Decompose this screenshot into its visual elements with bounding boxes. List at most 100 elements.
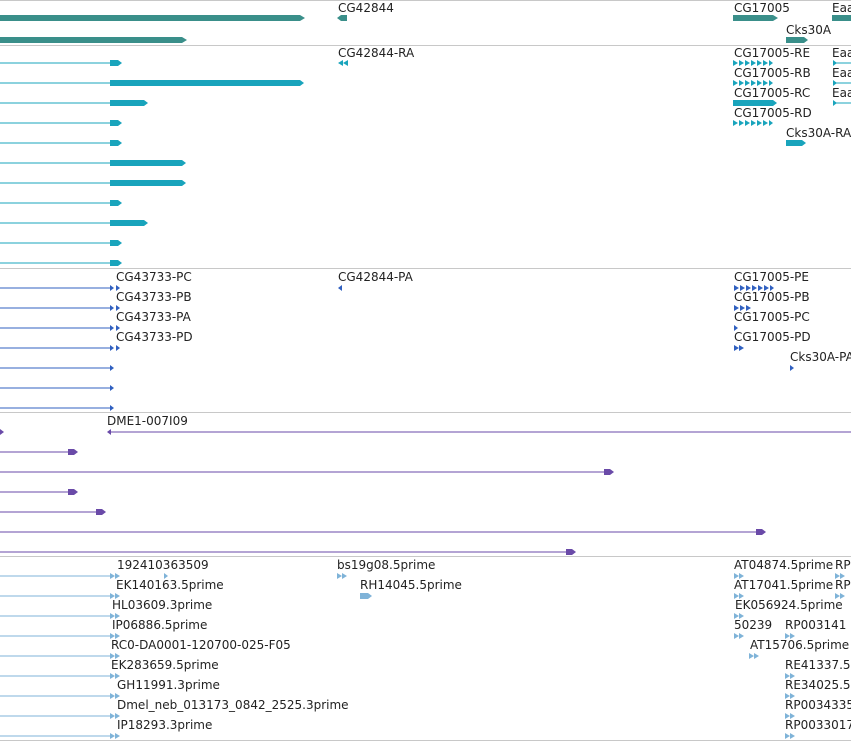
transcript-exon[interactable]: [733, 80, 738, 86]
est-feature[interactable]: [115, 713, 120, 719]
bac-arrow[interactable]: [102, 509, 106, 515]
est-feature[interactable]: [790, 693, 795, 699]
transcript-exon[interactable]: [763, 80, 768, 86]
est-feature[interactable]: [110, 693, 115, 699]
est-feature[interactable]: [115, 593, 120, 599]
gene-feature-eaat[interactable]: [832, 15, 851, 21]
transcript-exon[interactable]: [110, 80, 300, 86]
est-feature[interactable]: [110, 653, 115, 659]
transcript-track[interactable]: [0, 60, 851, 266]
transcript-arrow[interactable]: [118, 240, 122, 246]
est-feature[interactable]: [739, 613, 744, 619]
transcript-exon[interactable]: [733, 60, 738, 66]
est-feature[interactable]: [754, 653, 759, 659]
protein-feature[interactable]: [758, 285, 763, 291]
est-feature[interactable]: [785, 733, 790, 739]
transcript-exon[interactable]: [757, 60, 762, 66]
transcript-exon[interactable]: [733, 120, 738, 126]
est-feature[interactable]: [115, 673, 120, 679]
est-feature[interactable]: [115, 613, 120, 619]
protein-arrow[interactable]: [770, 285, 774, 291]
est-feature[interactable]: [110, 633, 115, 639]
transcript-exon[interactable]: [110, 120, 118, 126]
bac-arrow[interactable]: [107, 429, 111, 435]
protein-arrow[interactable]: [116, 305, 120, 311]
protein-feature[interactable]: [734, 345, 739, 351]
transcript-exon[interactable]: [757, 80, 762, 86]
transcript-exon[interactable]: [745, 80, 750, 86]
protein-feature[interactable]: [764, 285, 769, 291]
gene-feature-arrow[interactable]: [773, 15, 778, 21]
transcript-arrow[interactable]: [769, 80, 773, 86]
est-label[interactable]: EK283659.5prime: [111, 658, 219, 672]
protein-arrow[interactable]: [110, 365, 114, 371]
transcript-arrow[interactable]: [144, 100, 148, 106]
protein-arrow[interactable]: [110, 285, 114, 291]
protein-label[interactable]: CG17005-PC: [734, 310, 810, 324]
gene-feature-arrow[interactable]: [804, 37, 808, 43]
protein-arrow[interactable]: [110, 305, 114, 311]
transcript-exon[interactable]: [745, 120, 750, 126]
est-label[interactable]: Dmel_neb_013173_0842_2525.3prime: [117, 698, 349, 712]
est-label[interactable]: 192410363509: [117, 558, 209, 572]
est-feature[interactable]: [110, 593, 115, 599]
est-label[interactable]: HL03609.3prime: [112, 598, 212, 612]
transcript-exon[interactable]: [751, 60, 756, 66]
est-feature[interactable]: [790, 713, 795, 719]
gene-feature-cg42844[interactable]: [337, 15, 347, 21]
protein-label[interactable]: CG43733-PB: [116, 290, 192, 304]
est-feature[interactable]: [785, 713, 790, 719]
protein-label[interactable]: Cks30A-PA: [790, 350, 851, 364]
est-feature[interactable]: [110, 613, 115, 619]
protein-feature[interactable]: [734, 285, 739, 291]
est-feature[interactable]: [790, 673, 795, 679]
transcript-arrow[interactable]: [118, 200, 122, 206]
protein-label[interactable]: CG43733-PA: [116, 310, 192, 324]
bac-end[interactable]: [566, 549, 572, 555]
transcript-exon[interactable]: [110, 240, 118, 246]
transcript-label[interactable]: CG17005-RC: [734, 86, 810, 100]
est-label[interactable]: 50239: [734, 618, 772, 632]
est-label[interactable]: EK140163.5prime: [116, 578, 224, 592]
transcript-label[interactable]: CG42844-RA: [338, 46, 415, 60]
transcript-arrow[interactable]: [118, 60, 122, 66]
est-feature[interactable]: [115, 573, 120, 579]
transcript-label[interactable]: Eaat: [832, 46, 851, 60]
transcript-exon[interactable]: [338, 60, 343, 66]
transcript-label[interactable]: CG17005-RB: [734, 66, 811, 80]
protein-arrow[interactable]: [110, 405, 114, 411]
est-feature[interactable]: [115, 633, 120, 639]
transcript-label[interactable]: CG17005-RE: [734, 46, 810, 60]
est-feature[interactable]: [115, 733, 120, 739]
protein-arrow[interactable]: [110, 325, 114, 331]
protein-arrow[interactable]: [116, 325, 120, 331]
transcript-exon[interactable]: [110, 200, 118, 206]
transcript-exon[interactable]: [757, 120, 762, 126]
protein-arrow[interactable]: [790, 365, 794, 371]
est-feature[interactable]: [840, 573, 845, 579]
transcript-arrow[interactable]: [118, 120, 122, 126]
est-label[interactable]: RP003141: [785, 618, 846, 632]
protein-feature[interactable]: [746, 285, 751, 291]
est-feature[interactable]: [110, 713, 115, 719]
est-label[interactable]: IP18293.3prime: [117, 718, 212, 732]
est-feature[interactable]: [739, 633, 744, 639]
protein-label[interactable]: CG43733-PD: [116, 330, 193, 344]
gene-label-cks30a[interactable]: Cks30A: [786, 23, 832, 37]
transcript-arrow[interactable]: [118, 140, 122, 146]
bac-end[interactable]: [68, 489, 74, 495]
est-feature[interactable]: [342, 573, 347, 579]
est-track[interactable]: [0, 573, 845, 739]
gene-label-eaat[interactable]: Eaat: [832, 1, 851, 15]
bac-feature[interactable]: [0, 429, 4, 435]
transcript-arrow[interactable]: [144, 220, 148, 226]
protein-feature[interactable]: [740, 305, 745, 311]
transcript-arrow[interactable]: [769, 120, 773, 126]
bac-end[interactable]: [68, 449, 74, 455]
transcript-label[interactable]: Cks30A-RA: [786, 126, 851, 140]
transcript-arrow[interactable]: [118, 260, 122, 266]
transcript-exon[interactable]: [739, 80, 744, 86]
gene-feature-arrow[interactable]: [300, 15, 305, 21]
protein-label[interactable]: CG17005-PD: [734, 330, 811, 344]
est-label[interactable]: RE41337.5: [785, 658, 851, 672]
